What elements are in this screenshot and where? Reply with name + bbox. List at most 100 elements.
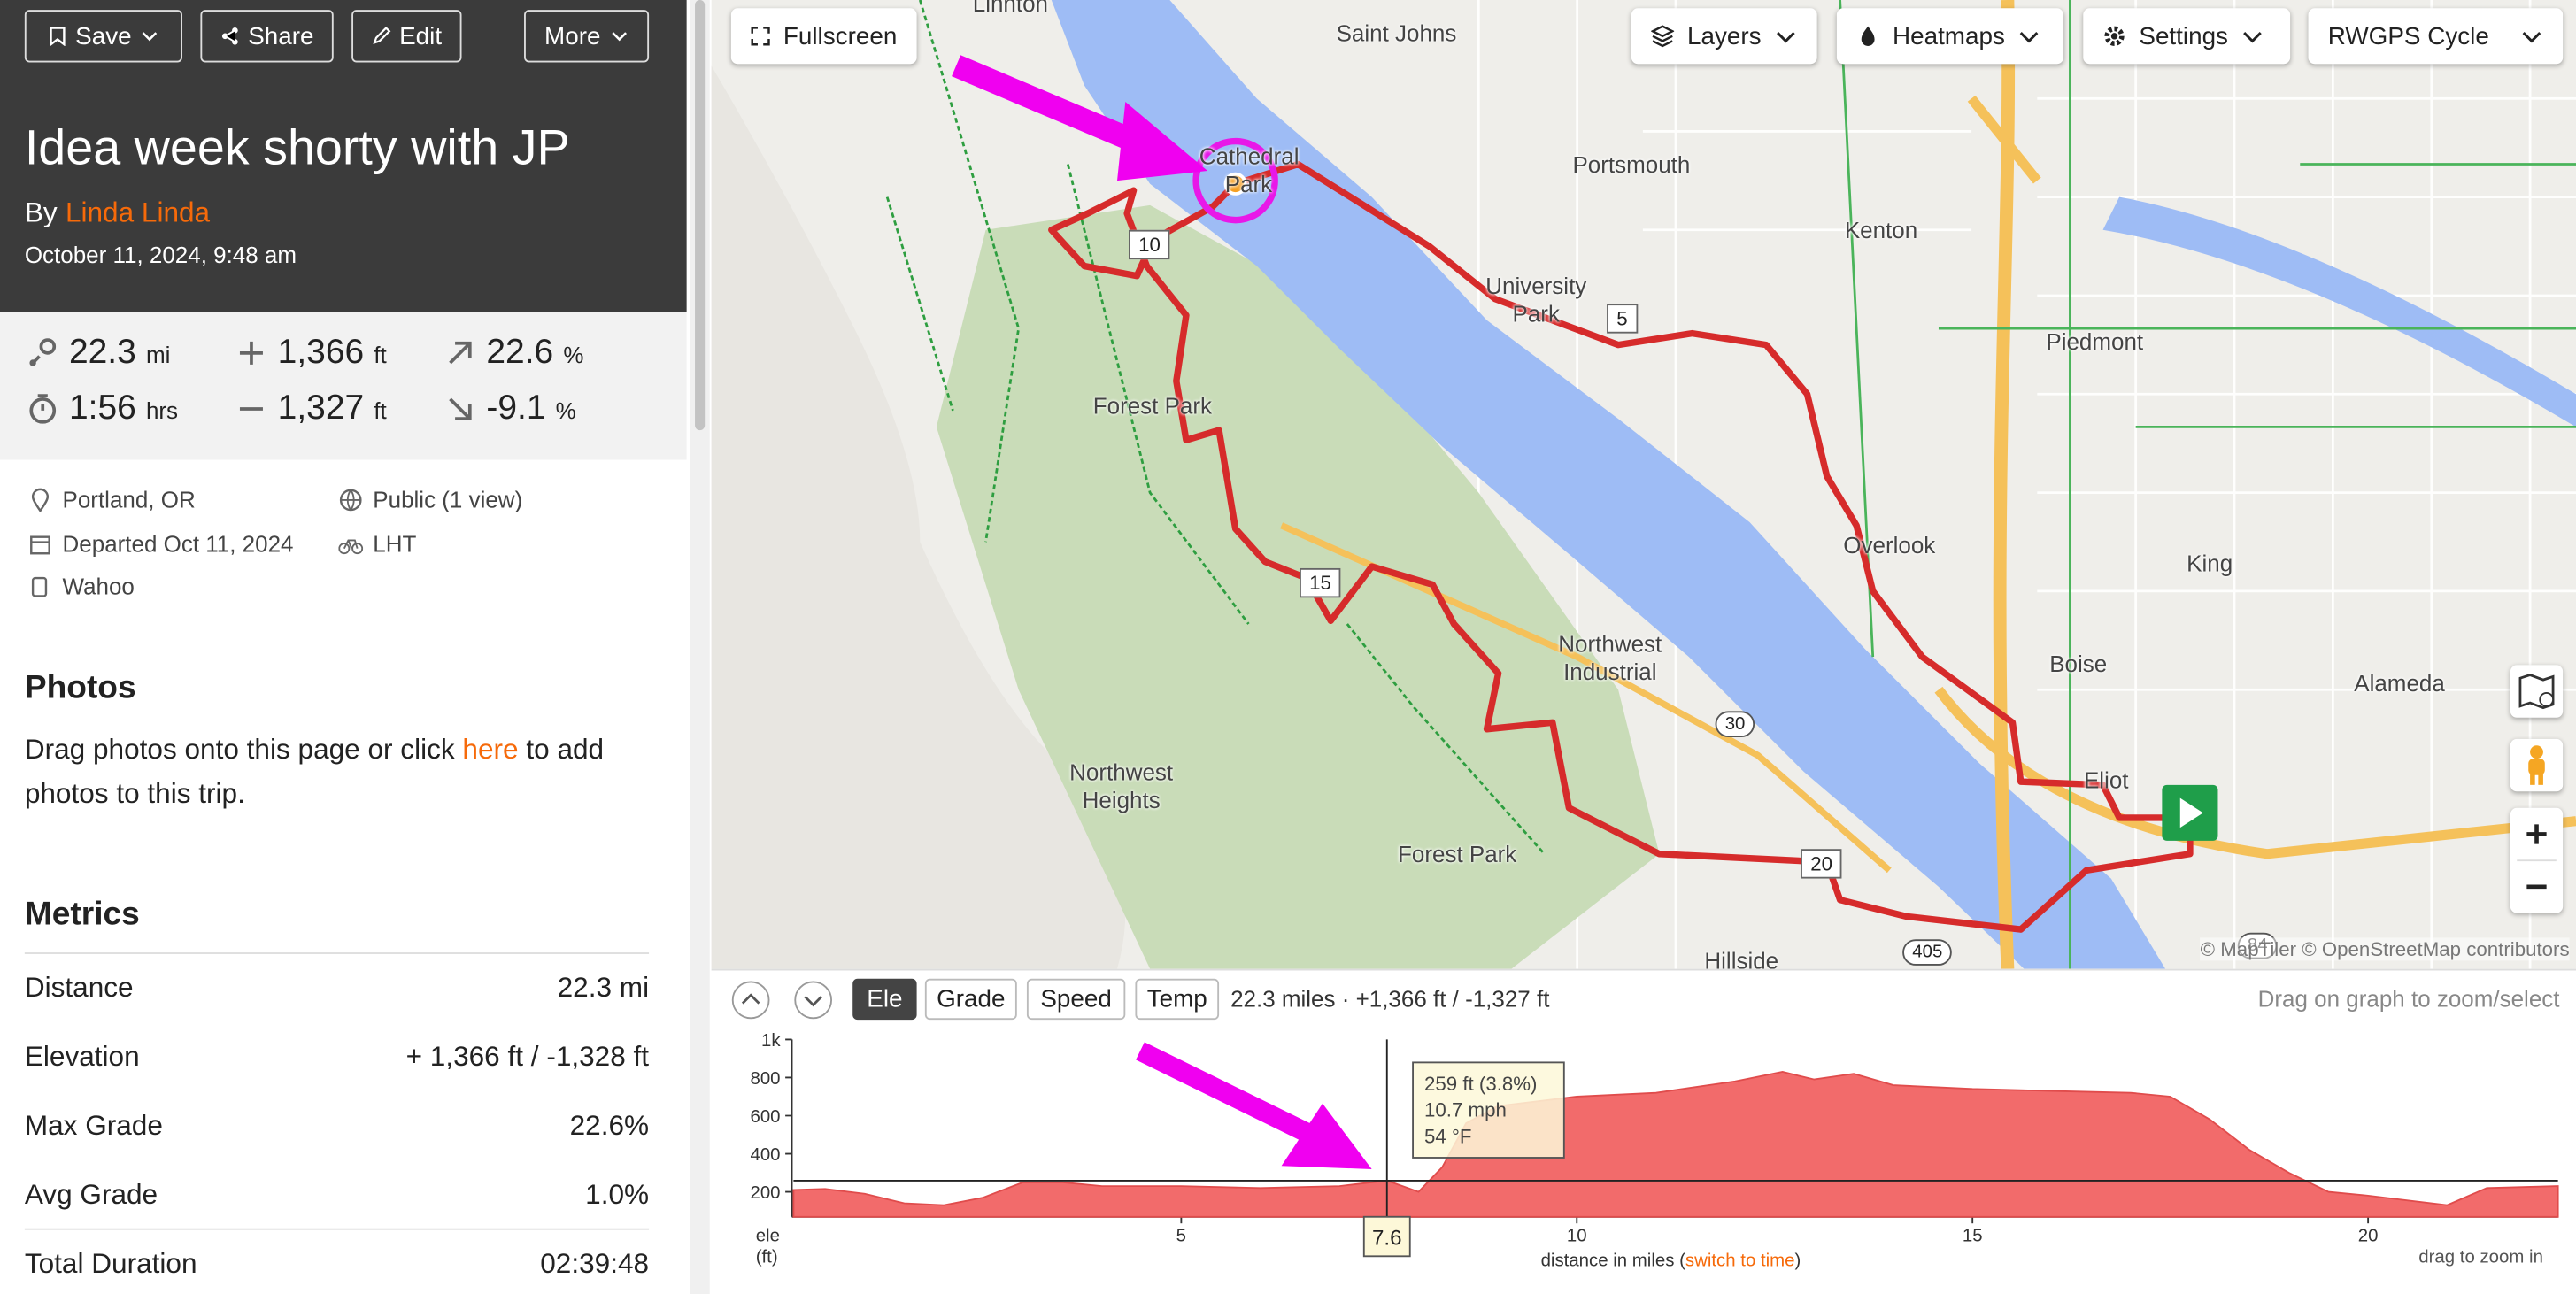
- x-tick-label: 20: [2358, 1227, 2379, 1246]
- y-tick-label: 800: [750, 1069, 780, 1089]
- place-label: Piedmont: [2046, 328, 2144, 355]
- down-arrow-icon: [449, 397, 472, 420]
- metric-row: Avg Grade 1.0%: [25, 1161, 649, 1230]
- collapse-up[interactable]: [731, 981, 771, 1021]
- map-info-button[interactable]: [2510, 665, 2564, 718]
- layers-button[interactable]: Layers: [1631, 8, 1817, 65]
- heatmaps-button[interactable]: Heatmaps: [1836, 8, 2064, 65]
- stat-ascent: 1,366 ft: [235, 333, 387, 374]
- metric-label: Distance: [24, 972, 134, 1004]
- mile-marker: 10: [1129, 229, 1171, 260]
- settings-icon: [2104, 26, 2125, 46]
- stat-unit: %: [555, 397, 576, 424]
- map-canvas: [711, 0, 2576, 969]
- map-style-select[interactable]: RWGPS Cycle: [2308, 8, 2564, 65]
- stat-value: 22.3: [68, 333, 136, 372]
- place-label: Northwest Heights: [1069, 759, 1174, 813]
- photos-link[interactable]: here: [462, 734, 519, 766]
- trip-author: By Linda Linda: [25, 197, 210, 230]
- sidebar: Save Share Edit More Idea week shorty wi…: [0, 0, 687, 1294]
- annotation-arrowhead: [1281, 1103, 1372, 1169]
- device-icon: [31, 575, 48, 597]
- chevron: [2243, 32, 2263, 43]
- settings-button[interactable]: Settings: [2083, 8, 2291, 65]
- save-button[interactable]: Save: [24, 10, 183, 63]
- trip-header: Save Share Edit More Idea week shorty wi…: [0, 0, 687, 312]
- share-label: Share: [248, 22, 314, 50]
- metric-value: 22.3 mi: [557, 972, 650, 1004]
- place-label: Forest Park: [1398, 840, 1517, 867]
- zoom-controls[interactable]: [2510, 807, 2564, 913]
- stat-unit: hrs: [145, 397, 179, 424]
- x-tick-label: 10: [1567, 1227, 1587, 1246]
- heatmaps-icon: [1861, 26, 1875, 46]
- photos-text-after: to add photos to this trip.: [24, 734, 605, 810]
- fullscreen-button[interactable]: Fullscreen: [730, 8, 917, 65]
- detail-visibility: Public (1 view): [338, 486, 522, 512]
- switch-to-time-link[interactable]: switch to time: [1685, 1251, 1795, 1270]
- more-button[interactable]: More: [524, 10, 650, 63]
- detail-text: Wahoo: [62, 573, 135, 600]
- settings-label: Settings: [2139, 22, 2228, 50]
- stat-value: 1,366: [277, 333, 365, 372]
- detail-location: Portland, OR: [28, 486, 196, 512]
- stat-unit: mi: [145, 341, 171, 368]
- layers-icon: [1651, 25, 1675, 48]
- stat-value: 22.6: [486, 333, 554, 372]
- metric-row: Max Grade 22.6%: [25, 1092, 649, 1161]
- photos-title: Photos: [24, 669, 136, 706]
- x-axis-label-part: distance in miles (: [1541, 1251, 1686, 1270]
- y-axis-label: ele: [756, 1227, 780, 1246]
- stat-unit: %: [563, 341, 584, 368]
- y-tick-label: 600: [750, 1107, 780, 1127]
- stat-unit: ft: [374, 341, 387, 368]
- detail-departed: Departed Oct 11, 2024: [28, 530, 294, 557]
- tooltip-line: 10.7 mph: [1424, 1099, 1507, 1121]
- collapse-down[interactable]: [793, 981, 833, 1021]
- more-label: More: [544, 22, 601, 50]
- edit-button[interactable]: Edit: [351, 10, 462, 63]
- edit-label: Edit: [399, 22, 443, 50]
- tab-temp[interactable]: Temp: [1135, 978, 1220, 1021]
- metric-value: 02:39:48: [540, 1248, 650, 1280]
- road-shield: 30: [1715, 711, 1755, 738]
- tab-ele[interactable]: Ele: [852, 978, 917, 1021]
- layers-label: Layers: [1686, 22, 1762, 50]
- x-tick-label: 15: [1963, 1227, 1983, 1246]
- mile-marker: 15: [1300, 567, 1342, 598]
- annotation-arrow: [1136, 1042, 1319, 1145]
- metrics-title: Metrics: [24, 896, 140, 933]
- up-arrow-icon: [449, 341, 472, 365]
- metric-label: Max Grade: [24, 1110, 163, 1142]
- tooltip-line: 259 ft (3.8%): [1424, 1073, 1537, 1095]
- stat-max-grade: 22.6%: [443, 334, 583, 374]
- chevron: [142, 32, 158, 42]
- map-info-icon: [2518, 674, 2555, 710]
- elevation-chart[interactable]: 200 400 600 800 1k 5 10 15 20 7.6 259 ft (3.8%) 10.…: [712, 1018, 2576, 1294]
- stat-value: 1,327: [277, 389, 365, 427]
- tab-speed[interactable]: Speed: [1026, 978, 1126, 1021]
- metric-value: 1.0%: [585, 1179, 650, 1211]
- heatmaps-label: Heatmaps: [1892, 22, 2005, 50]
- share-button[interactable]: Share: [200, 10, 334, 63]
- y-axis-unit: (ft): [756, 1248, 778, 1267]
- calendar-icon: [30, 535, 50, 554]
- place-label: Kenton: [1844, 216, 1918, 243]
- author-link[interactable]: Linda Linda: [65, 196, 211, 228]
- place-label: Eliot: [2083, 766, 2129, 794]
- distance-icon: [29, 338, 57, 366]
- tab-grade[interactable]: Grade: [924, 978, 1017, 1021]
- metric-label: Avg Grade: [24, 1179, 158, 1211]
- map[interactable]: Linnton Saint Johns Cathedral Park Portsmou…: [711, 0, 2576, 974]
- x-axis-label: distance in miles (switch to time): [1541, 1251, 1801, 1270]
- elevation-summary: 22.3 miles · +1,366 ft / -1,327 ft: [1230, 985, 1550, 1012]
- trip-date: October 11, 2024, 9:48 am: [24, 241, 297, 268]
- fullscreen-label: Fullscreen: [783, 22, 898, 50]
- stat-unit: ft: [374, 397, 387, 424]
- detail-bike: LHT: [338, 530, 416, 557]
- tooltip-box: [1412, 1061, 1565, 1159]
- street-view-button[interactable]: [2510, 738, 2564, 792]
- y-tick-label: 400: [750, 1145, 780, 1165]
- metric-separator: [24, 952, 650, 954]
- scrollbar-thumb[interactable]: [695, 0, 706, 431]
